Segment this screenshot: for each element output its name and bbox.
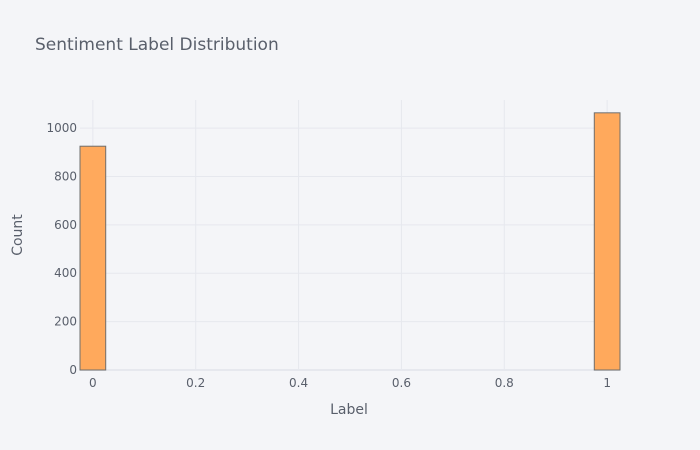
y-tick-label: 0 — [69, 363, 77, 377]
x-tick-label: 0 — [89, 376, 97, 390]
x-tick-label: 0.2 — [186, 376, 205, 390]
y-tick-label: 600 — [54, 218, 77, 232]
y-tick-label: 400 — [54, 266, 77, 280]
x-tick-label: 0.4 — [289, 376, 308, 390]
x-axis-title: Label — [330, 402, 368, 418]
histogram-bar[interactable] — [79, 145, 107, 371]
grid — [80, 100, 620, 371]
x-tick-label: 0.8 — [495, 376, 514, 390]
bars — [79, 112, 621, 371]
tick-labels: 0 0.2 0.4 0.6 0.8 1 0 200 400 600 800 1000 — [46, 121, 611, 390]
y-tick-label: 200 — [54, 315, 77, 329]
chart-title: Sentiment Label Distribution — [35, 35, 279, 55]
histogram-bar[interactable] — [593, 112, 621, 371]
y-tick-label: 800 — [54, 169, 77, 183]
y-tick-label: 1000 — [46, 121, 77, 135]
x-tick-label: 1 — [603, 376, 611, 390]
y-axis-title: Count — [10, 214, 26, 256]
x-tick-label: 0.6 — [392, 376, 411, 390]
